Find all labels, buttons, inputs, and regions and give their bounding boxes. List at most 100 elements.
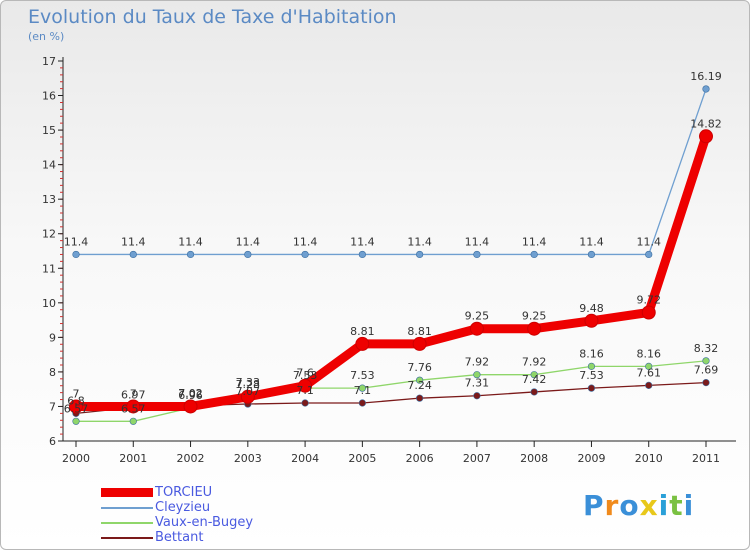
- data-label: 7: [130, 387, 137, 400]
- y-tick-label: 8: [49, 366, 56, 379]
- series-line-vaux-en-bugey: [76, 360, 707, 422]
- data-point: [530, 371, 538, 379]
- data-point: [416, 394, 424, 402]
- data-label: 7.53: [350, 369, 375, 382]
- x-tick-label: 2003: [234, 452, 262, 465]
- data-label: 7.31: [465, 377, 490, 390]
- chart-title: Evolution du Taux de Taxe d'Habitation: [28, 6, 397, 28]
- data-label: 9.25: [522, 310, 547, 323]
- data-label: 7.76: [407, 361, 432, 374]
- data-point: [301, 250, 309, 259]
- data-label: 7.53: [293, 369, 318, 382]
- data-point: [355, 336, 370, 351]
- legend-item: Vaux-en-Bugey: [101, 515, 253, 530]
- data-label: 7.69: [694, 364, 719, 377]
- logo-letter: r: [604, 489, 620, 522]
- x-tick-label: 2009: [577, 452, 605, 465]
- legend-item: Cleyzieu: [101, 500, 253, 515]
- data-label: 9.25: [465, 310, 490, 323]
- logo-letter: t: [669, 489, 684, 522]
- data-label: 7.02: [178, 387, 203, 400]
- data-label: 8.81: [350, 325, 375, 338]
- y-tick-label: 16: [42, 90, 56, 103]
- data-label: 11.4: [579, 235, 604, 248]
- y-tick-label: 17: [42, 55, 56, 68]
- data-label: 6.8: [67, 394, 85, 407]
- legend-label: TORCIEU: [155, 485, 213, 500]
- x-tick-label: 2011: [692, 452, 720, 465]
- legend-item: TORCIEU: [101, 485, 253, 500]
- data-point: [358, 384, 366, 392]
- data-label: 11.4: [121, 235, 146, 248]
- data-point: [530, 250, 538, 259]
- x-tick-label: 2002: [177, 452, 205, 465]
- x-tick-label: 2008: [520, 452, 548, 465]
- data-point: [129, 250, 137, 259]
- data-point: [530, 388, 538, 396]
- data-point: [126, 399, 141, 414]
- data-point: [473, 392, 481, 400]
- y-tick-label: 14: [42, 159, 56, 172]
- logo-letter: x: [639, 489, 659, 522]
- legend-swatch: [101, 506, 153, 509]
- data-point: [129, 417, 137, 425]
- legend-swatch: [101, 536, 153, 539]
- data-point: [645, 250, 653, 259]
- data-point: [587, 250, 596, 259]
- data-label: 7.02: [178, 387, 203, 400]
- data-point: [702, 379, 710, 387]
- data-label: 7.28: [236, 378, 261, 391]
- data-label: 11.4: [350, 235, 375, 248]
- data-point: [358, 399, 366, 407]
- data-point: [645, 381, 653, 389]
- x-tick-label: 2000: [62, 452, 90, 465]
- y-tick-label: 15: [42, 124, 56, 137]
- data-label: 11.4: [293, 235, 318, 248]
- data-label: 8.16: [579, 347, 604, 360]
- unit-label: (en %): [28, 30, 65, 43]
- data-point: [244, 250, 252, 259]
- data-point: [584, 313, 599, 328]
- data-point: [412, 336, 427, 351]
- data-label: 6.97: [121, 388, 146, 401]
- legend-label: Vaux-en-Bugey: [155, 515, 254, 530]
- legend-label: Cleyzieu: [155, 500, 211, 515]
- x-tick-label: 2001: [119, 452, 147, 465]
- data-label: 7.33: [236, 376, 261, 389]
- x-tick-label: 2005: [348, 452, 376, 465]
- y-tick-label: 11: [42, 262, 56, 275]
- data-point: [702, 357, 710, 365]
- data-point: [358, 250, 366, 259]
- logo-letter: i: [658, 489, 670, 522]
- data-label: 6.96: [178, 389, 203, 402]
- data-label: 11.4: [465, 235, 490, 248]
- data-label: 7.92: [465, 356, 490, 369]
- data-label: 7.6: [296, 367, 314, 380]
- data-point: [416, 376, 424, 384]
- data-label: 11.4: [236, 235, 261, 248]
- x-tick-label: 2007: [463, 452, 491, 465]
- data-label: 7.42: [522, 373, 547, 386]
- data-label: 8.16: [636, 347, 661, 360]
- data-label: 8.81: [407, 325, 432, 338]
- legend-item: Bettant: [101, 530, 253, 545]
- data-label: 16.19: [690, 70, 722, 83]
- logo-letter: P: [583, 489, 605, 522]
- data-point: [641, 305, 656, 320]
- data-point: [416, 250, 424, 259]
- data-label: 6.57: [64, 402, 89, 415]
- data-point: [702, 85, 710, 93]
- x-tick-label: 2004: [291, 452, 319, 465]
- logo-letter: o: [619, 489, 640, 522]
- data-point: [587, 384, 596, 392]
- data-label: 11.4: [407, 235, 432, 248]
- data-label: 11.4: [178, 235, 203, 248]
- data-point: [301, 399, 309, 407]
- x-tick-label: 2006: [406, 452, 434, 465]
- data-label: 7.53: [579, 369, 604, 382]
- data-point: [72, 250, 80, 259]
- data-point: [645, 362, 653, 370]
- logo-letter: i: [683, 489, 695, 522]
